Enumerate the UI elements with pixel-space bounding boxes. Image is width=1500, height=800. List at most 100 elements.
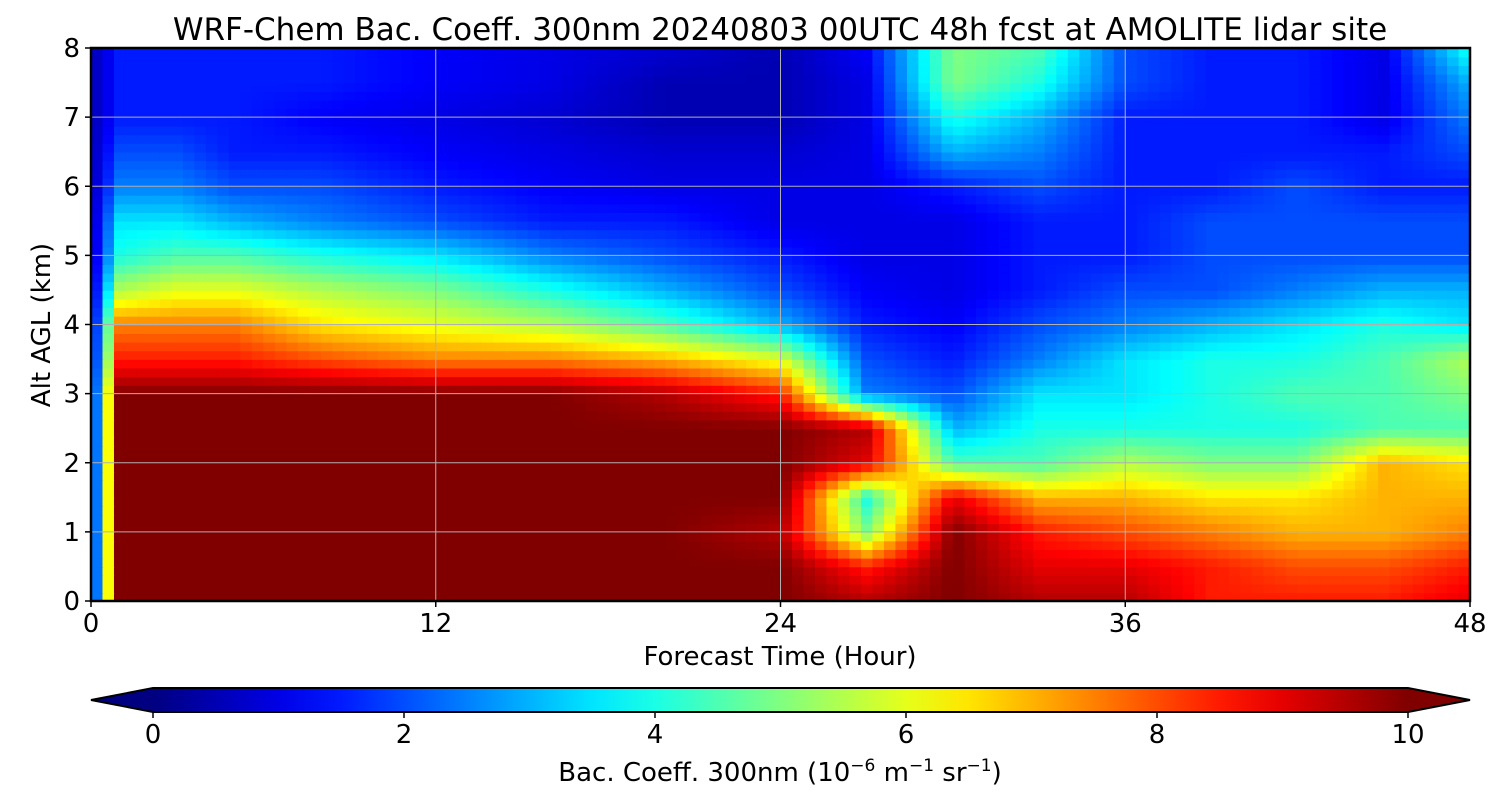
heatmap-cell — [182, 471, 196, 481]
heatmap-cell — [297, 497, 311, 507]
heatmap-cell — [1251, 272, 1264, 283]
heatmap-cell — [447, 402, 460, 412]
heatmap-cell — [1010, 264, 1023, 274]
heatmap-cell — [355, 419, 368, 429]
heatmap-cell — [366, 238, 380, 248]
heatmap-cell — [780, 350, 793, 360]
heatmap-cell — [159, 307, 173, 317]
heatmap-cell — [1102, 264, 1115, 274]
heatmap-cell — [309, 531, 322, 542]
heatmap-cell — [91, 315, 104, 326]
heatmap-cell — [757, 497, 770, 507]
heatmap-cell — [757, 264, 770, 274]
heatmap-cell — [608, 566, 621, 576]
heatmap-cell — [148, 549, 161, 559]
heatmap-cell — [102, 359, 115, 369]
heatmap-cell — [527, 575, 540, 585]
heatmap-cell — [619, 575, 632, 585]
heatmap-cell — [642, 281, 655, 291]
heatmap-cell — [320, 514, 334, 525]
heatmap-cell — [205, 264, 219, 274]
heatmap-cell — [1171, 410, 1184, 421]
heatmap-cell — [895, 238, 908, 248]
heatmap-cell — [297, 298, 311, 309]
heatmap-cell — [1217, 384, 1230, 395]
heatmap-cell — [665, 462, 678, 473]
heatmap-cell — [562, 480, 575, 490]
heatmap-cell — [1205, 566, 1218, 576]
heatmap-cell — [746, 298, 759, 309]
heatmap-cell — [780, 462, 793, 473]
heatmap-cell — [286, 488, 299, 499]
heatmap-cell — [1447, 333, 1460, 343]
heatmap-cell — [366, 531, 380, 542]
heatmap-cell — [1113, 298, 1127, 309]
heatmap-cell — [608, 238, 621, 248]
heatmap-cell — [1171, 454, 1184, 464]
heatmap-cell — [677, 488, 690, 499]
heatmap-cell — [700, 264, 713, 274]
heatmap-cell — [1159, 592, 1173, 601]
heatmap-cell — [228, 246, 242, 257]
heatmap-cell — [274, 393, 288, 404]
heatmap-cell — [1113, 367, 1127, 378]
heatmap-cell — [596, 436, 609, 447]
heatmap-cell — [837, 592, 851, 601]
heatmap-cell — [1343, 264, 1356, 274]
heatmap-cell — [929, 307, 943, 317]
heatmap-cell — [1343, 367, 1356, 378]
heatmap-cell — [596, 359, 609, 369]
heatmap-cell — [562, 488, 575, 499]
heatmap-cell — [975, 549, 989, 559]
heatmap-cell — [102, 376, 115, 386]
heatmap-cell — [102, 289, 115, 300]
heatmap-cell — [1263, 566, 1276, 576]
heatmap-cell — [1182, 428, 1195, 438]
heatmap-cell — [550, 488, 563, 499]
heatmap-cell — [182, 350, 196, 360]
heatmap-cell — [596, 350, 609, 360]
heatmap-cell — [791, 341, 805, 352]
heatmap-cell — [918, 480, 931, 490]
heatmap-cell — [366, 246, 380, 257]
heatmap-cell — [849, 592, 862, 601]
heatmap-cell — [1033, 480, 1046, 490]
heatmap-cell — [355, 497, 368, 507]
heatmap-cell — [516, 315, 529, 326]
heatmap-cell — [1056, 523, 1069, 533]
heatmap-cell — [1136, 549, 1150, 559]
heatmap-cell — [1171, 583, 1184, 594]
heatmap-cell — [1274, 350, 1287, 360]
heatmap-cell — [1159, 575, 1173, 585]
heatmap-cell — [1033, 505, 1046, 516]
heatmap-cell — [424, 557, 437, 568]
heatmap-cell — [102, 255, 115, 265]
heatmap-cell — [389, 428, 403, 438]
heatmap-cell — [895, 410, 908, 421]
heatmap-cell — [1240, 514, 1253, 525]
heatmap-cell — [723, 540, 736, 550]
heatmap-cell — [711, 350, 724, 360]
heatmap-cell — [228, 315, 242, 326]
heatmap-cell — [1159, 514, 1173, 525]
heatmap-cell — [309, 471, 322, 481]
heatmap-cell — [1228, 419, 1241, 429]
heatmap-cell — [895, 583, 908, 594]
heatmap-cell — [1182, 419, 1195, 429]
heatmap-cell — [791, 410, 805, 421]
heatmap-cell — [803, 540, 816, 550]
heatmap-cell — [906, 376, 920, 386]
heatmap-cell — [677, 324, 690, 334]
heatmap-cell — [125, 333, 138, 343]
heatmap-cell — [1263, 289, 1276, 300]
heatmap-cell — [1021, 454, 1035, 464]
heatmap-cell — [1159, 566, 1173, 576]
heatmap-cell — [642, 488, 655, 499]
heatmap-cell — [1355, 531, 1368, 542]
heatmap-cell — [297, 540, 311, 550]
heatmap-cell — [1424, 315, 1437, 326]
heatmap-cell — [481, 488, 495, 499]
heatmap-cell — [1228, 410, 1241, 421]
heatmap-cell — [964, 462, 977, 473]
heatmap-cell — [929, 488, 943, 499]
